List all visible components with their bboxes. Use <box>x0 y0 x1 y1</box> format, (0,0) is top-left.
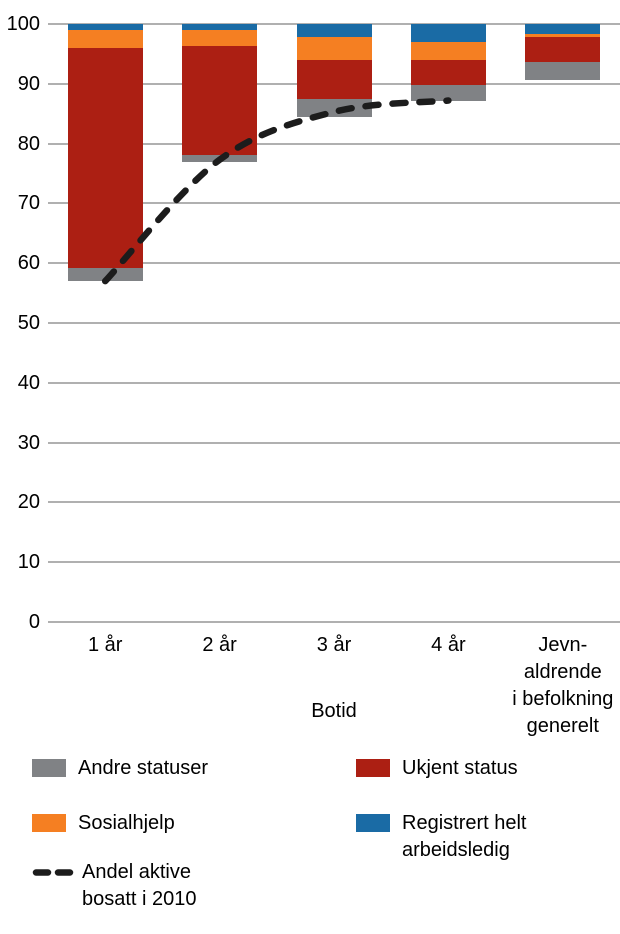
bar-segment-2-år-andre-statuser <box>182 154 258 162</box>
legend-label-ukjent-status: Ukjent status <box>402 757 518 779</box>
bar-segment-jevnaldrende-i-befolkning-generelt-ukjent-status <box>525 37 601 63</box>
y-tick-label-80: 80 <box>17 132 40 155</box>
legend-swatch-registrert-helt <box>356 814 390 832</box>
legend-item-ukjent-status: Ukjent status <box>356 755 518 782</box>
gridline-0 <box>48 621 620 623</box>
bar-segment-jevnaldrende-i-befolkning-generelt-andre-statuser <box>525 62 601 81</box>
x-category-label-jevnaldrende-i-befolkning-generelt: Jevn- aldrende i befolkning generelt <box>512 634 614 737</box>
y-tick-label-90: 90 <box>17 72 40 95</box>
legend-label-andel-aktive: Andel aktive bosatt i 2010 <box>82 861 197 910</box>
gridline-20 <box>48 501 620 504</box>
bar-segment-3-år-ukjent-status <box>296 60 372 100</box>
y-tick-label-30: 30 <box>17 431 40 454</box>
legend-label-andre-statuser: Andre statuser <box>78 757 209 779</box>
y-tick-label-10: 10 <box>17 551 40 574</box>
legend-item-andre-statuser: Andre statuser <box>32 755 208 782</box>
bar-segment-2-år-registrert-helt-arbeidsledig <box>182 24 258 30</box>
y-tick-label-60: 60 <box>17 252 40 275</box>
y-tick-label-50: 50 <box>17 312 40 334</box>
gridline-50 <box>48 322 620 324</box>
x-axis-title: Botid <box>311 700 357 722</box>
x-category-label-4-år: 4 år <box>431 634 466 656</box>
bar-segment-jevnaldrende-i-befolkning-generelt-sosialhjelp <box>525 34 601 38</box>
dashed-line-icon <box>32 869 74 876</box>
bar-segment-1-år-registrert-helt-arbeidsledig <box>67 24 143 30</box>
y-tick-label-0: 0 <box>28 611 40 633</box>
plot-area: 0 10 20 30 40 50 60 70 80 90 100 1 år 2 år 3 år 4 år Je… <box>6 13 620 737</box>
gridline-30 <box>48 441 620 444</box>
bar-segment-jevnaldrende-i-befolkning-generelt-registrert-helt-arbeidsledig <box>525 24 601 35</box>
legend-item-sosialhjelp: Sosialhjelp <box>32 810 175 837</box>
bar-segment-1-år-sosialhjelp <box>67 29 143 48</box>
bar-segment-4-år-ukjent-status <box>410 60 486 85</box>
bar-segment-3-år-registrert-helt-arbeidsledig <box>296 24 372 37</box>
legend-swatch-ukjent-status <box>356 759 390 777</box>
bar-segment-3-år-andre-statuser <box>296 99 372 117</box>
bar-segment-1-år-ukjent-status <box>67 47 143 268</box>
legend-swatch-sosialhjelp <box>32 814 66 832</box>
bar-segment-3-år-sosialhjelp <box>296 36 372 61</box>
bar-segment-4-år-sosialhjelp <box>410 41 486 61</box>
bar-segment-4-år-registrert-helt-arbeidsledig <box>410 24 486 42</box>
legend-swatch-andre-statuser <box>32 759 66 777</box>
legend-label-sosialhjelp: Sosialhjelp <box>78 812 175 834</box>
bar-segment-1-år-andre-statuser <box>67 267 143 282</box>
y-tick-label-20: 20 <box>17 491 40 514</box>
y-tick-label-40: 40 <box>17 371 40 394</box>
legend-item-registrert-helt: Registrert helt arbeidsledig <box>356 810 527 864</box>
bar-segment-2-år-ukjent-status <box>182 46 258 155</box>
legend-label-registrert-helt: Registrert helt arbeidsledig <box>402 812 527 861</box>
x-category-label-3-år: 3 år <box>316 634 352 656</box>
y-tick-label-70: 70 <box>17 192 40 215</box>
bar-segment-2-år-sosialhjelp <box>182 29 258 47</box>
bar-segment-4-år-andre-statuser <box>410 84 486 101</box>
x-category-label-2-år: 2 år <box>202 634 237 656</box>
gridline-40 <box>48 381 620 384</box>
gridline-10 <box>48 561 620 564</box>
y-tick-label-100: 100 <box>6 13 40 35</box>
x-category-label-1-år: 1 år <box>87 634 123 656</box>
legend-item-andel-aktive: Andel aktive bosatt i 2010 <box>32 859 197 913</box>
